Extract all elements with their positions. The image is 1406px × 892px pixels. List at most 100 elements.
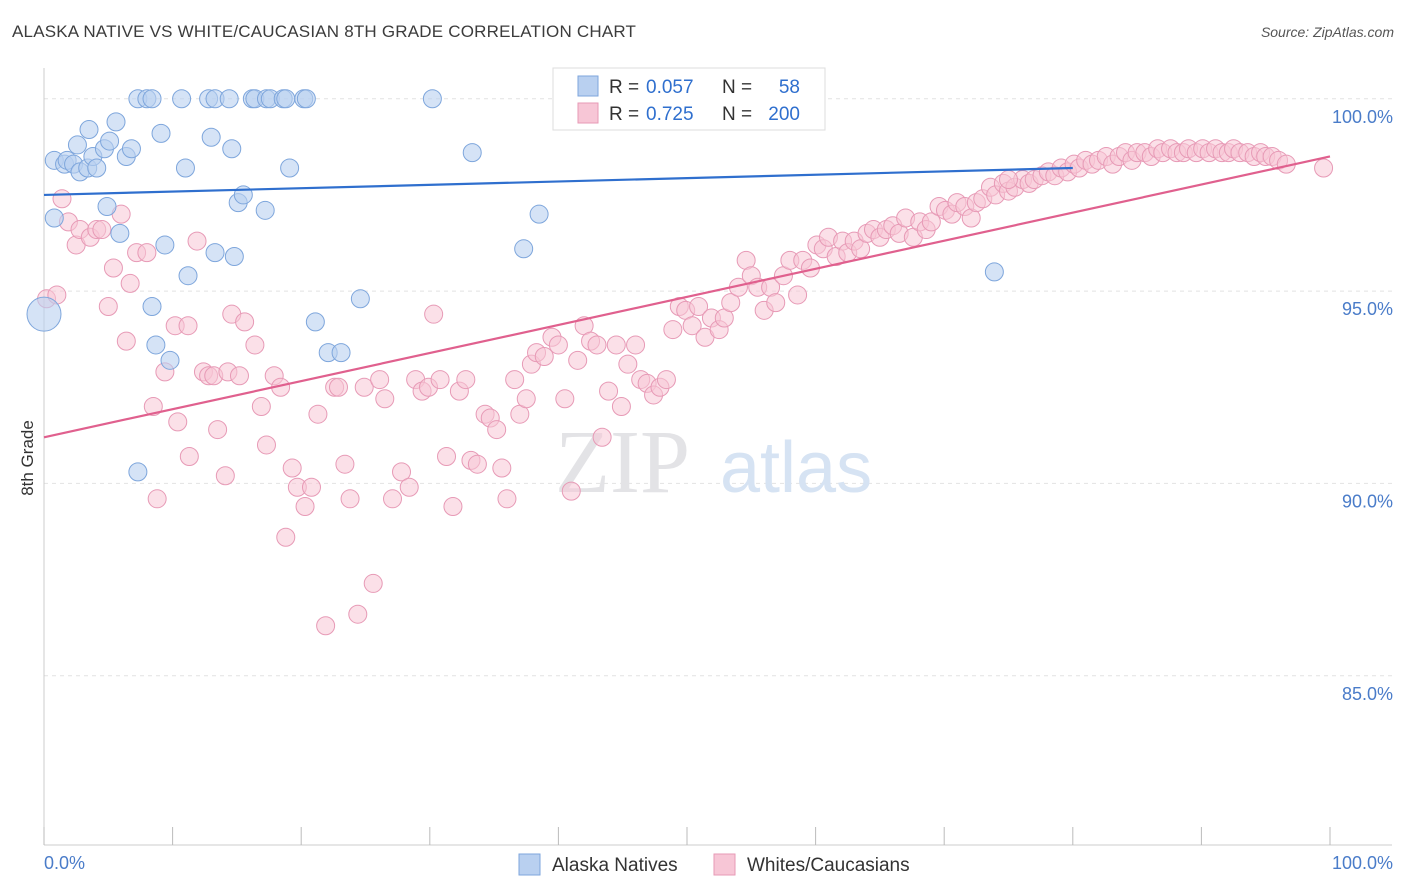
point-alaska xyxy=(160,350,180,370)
point-whites xyxy=(235,312,255,332)
point-whites xyxy=(187,231,207,251)
point-whites xyxy=(487,420,507,440)
point-alaska xyxy=(110,223,130,243)
point-whites xyxy=(568,350,588,370)
point-whites xyxy=(354,377,374,397)
point-whites xyxy=(245,335,265,355)
point-whites xyxy=(443,497,463,517)
point-alaska xyxy=(280,158,300,178)
point-whites xyxy=(103,258,123,278)
point-whites xyxy=(229,366,249,386)
point-whites xyxy=(682,316,702,336)
point-whites xyxy=(251,396,271,416)
point-alaska xyxy=(219,89,239,109)
point-whites xyxy=(340,489,360,509)
point-alaska xyxy=(26,296,62,332)
legend-n-label: N = xyxy=(722,77,752,98)
point-alaska xyxy=(100,131,120,151)
legend-n-label-2: N = xyxy=(722,104,752,125)
point-alaska xyxy=(224,246,244,266)
point-whites xyxy=(689,296,709,316)
series-whites-caucasians xyxy=(37,139,1334,636)
point-whites xyxy=(492,458,512,478)
point-alaska xyxy=(175,158,195,178)
point-whites xyxy=(370,370,390,390)
y-tick-label: 95.0% xyxy=(1342,299,1393,319)
trend-lines xyxy=(43,155,1331,439)
point-alaska xyxy=(276,89,296,109)
point-alaska xyxy=(87,158,107,178)
point-whites xyxy=(618,354,638,374)
point-whites xyxy=(663,320,683,340)
point-whites xyxy=(383,489,403,509)
point-alaska xyxy=(296,89,316,109)
point-alaska xyxy=(984,262,1004,282)
point-whites xyxy=(308,404,328,424)
point-whites xyxy=(399,477,419,497)
point-whites xyxy=(147,489,167,509)
point-whites xyxy=(606,335,626,355)
point-alaska xyxy=(222,139,242,159)
point-whites xyxy=(215,466,235,486)
point-whites xyxy=(555,389,575,409)
point-whites xyxy=(626,335,646,355)
point-alaska xyxy=(128,462,148,482)
point-alaska xyxy=(462,143,482,163)
point-whites xyxy=(430,370,450,390)
point-whites xyxy=(505,370,525,390)
point-whites xyxy=(721,293,741,313)
point-whites xyxy=(599,381,619,401)
point-whites xyxy=(999,170,1018,190)
legend-swatch-white xyxy=(577,102,599,124)
point-whites xyxy=(656,370,676,390)
point-alaska xyxy=(155,235,175,255)
point-alaska xyxy=(529,204,549,224)
point-alaska xyxy=(514,239,534,259)
point-whites xyxy=(561,481,581,501)
point-whites xyxy=(592,427,612,447)
point-alaska xyxy=(205,243,225,263)
point-whites xyxy=(282,458,302,478)
y-axis-title: 8th Grade xyxy=(18,420,37,496)
point-whites xyxy=(120,273,140,293)
legend-r-value-white: 0.725 xyxy=(646,104,694,125)
y-tick-label: 90.0% xyxy=(1342,491,1393,511)
point-whites xyxy=(178,316,198,336)
point-whites xyxy=(456,370,476,390)
point-alaska xyxy=(331,343,351,363)
point-whites xyxy=(92,220,112,240)
point-whites xyxy=(256,435,276,455)
legend-bottom-swatch-white xyxy=(713,853,736,876)
legend-swatch-alaska xyxy=(577,75,599,97)
point-whites xyxy=(516,389,536,409)
point-alaska xyxy=(106,112,126,132)
point-whites xyxy=(335,454,355,474)
point-whites xyxy=(168,412,188,432)
point-whites xyxy=(534,346,554,366)
point-alaska xyxy=(255,200,275,220)
series-alaska-natives xyxy=(26,89,1004,482)
point-whites xyxy=(98,296,118,316)
point-whites xyxy=(295,497,315,517)
point-alaska xyxy=(79,120,99,140)
point-whites xyxy=(363,573,383,593)
point-whites xyxy=(1314,158,1334,178)
legend-n-value-white: 200 xyxy=(768,104,800,125)
point-alaska xyxy=(178,266,198,286)
chart-title: ALASKA NATIVE VS WHITE/CAUCASIAN 8TH GRA… xyxy=(12,22,637,41)
point-alaska xyxy=(44,208,64,228)
point-whites xyxy=(424,304,444,324)
point-alaska xyxy=(146,335,166,355)
point-alaska xyxy=(350,289,370,309)
point-whites xyxy=(548,335,568,355)
y-tick-label: 100.0% xyxy=(1332,107,1393,127)
point-whites xyxy=(437,447,457,466)
point-whites xyxy=(788,285,808,305)
point-alaska xyxy=(172,89,192,109)
point-alaska xyxy=(97,196,117,216)
point-whites xyxy=(316,616,336,636)
point-whites xyxy=(208,420,228,440)
point-whites xyxy=(611,396,631,416)
trend-line-alaska xyxy=(43,166,1073,197)
